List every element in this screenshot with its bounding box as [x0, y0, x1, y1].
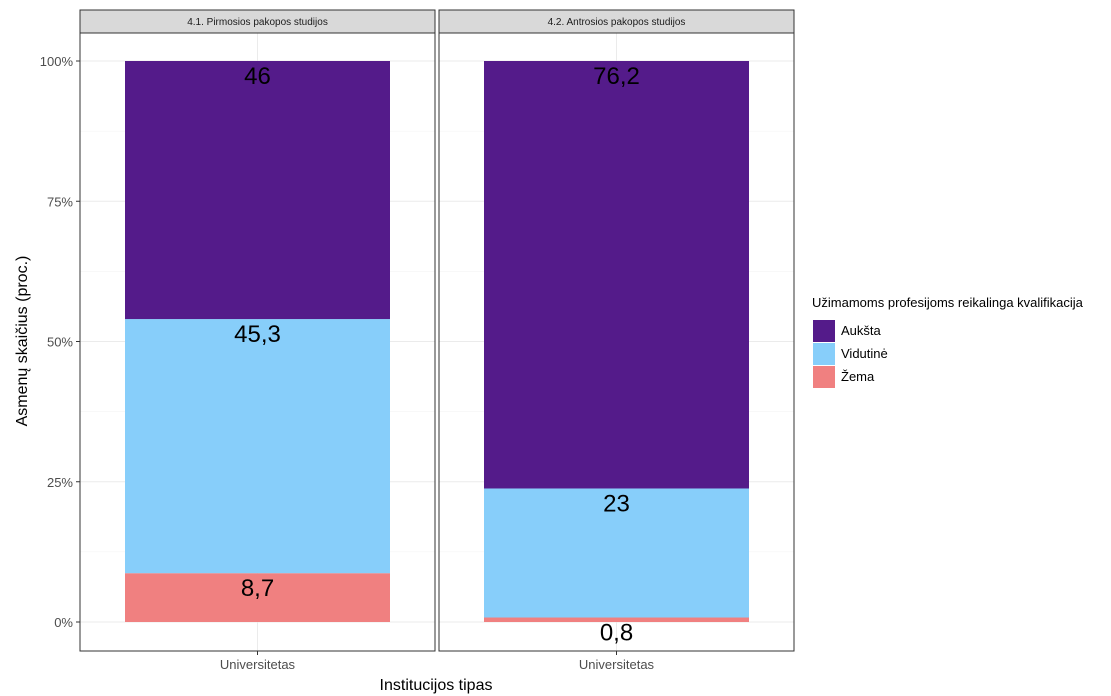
bar-segment-vidutinė — [125, 319, 390, 574]
bar-segment-aukšta — [484, 61, 749, 489]
facet-strip-label: 4.2. Antrosios pakopos studijos — [548, 17, 686, 28]
data-label-aukšta: 76,2 — [593, 63, 640, 90]
y-tick-label: 25% — [47, 475, 73, 490]
facet-strip — [438, 9, 795, 34]
y-tick-label: 50% — [47, 335, 73, 350]
y-tick-label: 0% — [54, 615, 73, 630]
data-label-žema: 8,7 — [241, 575, 274, 602]
data-label-vidutinė: 23 — [603, 490, 630, 517]
x-tick-label: Universitetas — [220, 657, 296, 672]
y-tick-label: 100% — [40, 54, 74, 69]
legend-swatch-vidutinė — [813, 343, 835, 365]
bar-segment-vidutinė — [484, 488, 749, 618]
data-label-aukšta: 46 — [244, 63, 271, 90]
y-tick-label: 75% — [47, 194, 73, 209]
data-label-žema: 0,8 — [600, 620, 633, 647]
legend-swatch-žema — [813, 366, 835, 388]
facet-strip-label: 4.1. Pirmosios pakopos studijos — [187, 17, 328, 28]
legend-label: Žema — [841, 369, 875, 384]
legend-label: Vidutinė — [841, 346, 888, 361]
legend-label: Aukšta — [841, 323, 882, 338]
legend-title: Užimamoms profesijoms reikalinga kvalifi… — [812, 295, 1084, 310]
bar-segment-žema — [125, 573, 390, 622]
data-label-vidutinė: 45,3 — [234, 321, 281, 348]
facet-panels: 8,7 45,3 46 4.1. Pirmosios pakopos studijos… — [79, 9, 795, 672]
facet-panel-1: 8,7 45,3 46 4.1. Pirmosios pakopos studijos… — [79, 9, 436, 672]
facet-strip — [79, 9, 436, 34]
legend: Aukšta Vidutinė Žema — [813, 320, 888, 388]
bar-segment-žema — [484, 617, 749, 622]
y-axis: 0% 25% 50% 75% 100% — [40, 54, 80, 630]
bar-segment-aukšta — [125, 61, 390, 320]
x-axis-title: Institucijos tipas — [380, 677, 493, 694]
facet-panel-2: 0,8 23 76,2 4.2. Antrosios pakopos studijos… — [438, 9, 795, 672]
x-tick-label: Universitetas — [579, 657, 655, 672]
y-axis-title: Asmenų skaičius (proc.) — [14, 256, 31, 427]
legend-swatch-aukšta — [813, 320, 835, 342]
